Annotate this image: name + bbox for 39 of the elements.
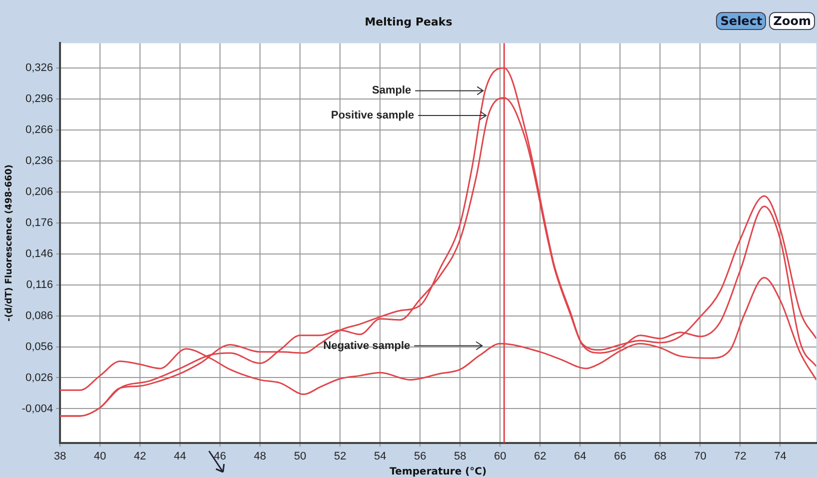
y-tick-label: 0,056	[25, 340, 53, 353]
y-tick-label: 0,026	[25, 372, 53, 384]
x-tick-label: 66	[614, 450, 626, 462]
x-tick-label: 74	[774, 450, 786, 462]
y-axis-title: -(d/dT) Fluorescence (498-660)	[4, 164, 15, 322]
x-axis-title: Temperature (°C)	[390, 466, 487, 478]
x-tick-label: 44	[174, 450, 186, 462]
x-tick-label: 46	[214, 450, 226, 462]
x-tick-label: 70	[694, 450, 706, 462]
y-tick-label: 0,206	[25, 186, 53, 198]
y-tick-label: 0,266	[25, 124, 53, 136]
annotation: Negative sample	[323, 340, 410, 352]
y-tick-label: 0,146	[25, 248, 53, 260]
y-tick-label: 0,086	[25, 310, 53, 322]
x-tick-label: 60	[494, 450, 506, 462]
x-tick-label: 54	[374, 450, 386, 462]
annotation: Positive sample	[330, 110, 414, 122]
y-tick-label: -0,004	[22, 402, 53, 415]
y-tick-label: 0,116	[26, 278, 53, 291]
x-tick-label: 52	[334, 450, 346, 462]
annotation: Sample	[372, 84, 412, 97]
x-tick-label: 48	[254, 450, 266, 462]
y-tick-label: 0,296	[25, 92, 53, 105]
x-tick-label: 38	[54, 450, 66, 462]
x-tick-label: 62	[534, 450, 546, 462]
y-tick-label: 0,326	[25, 62, 53, 74]
chart-title: Melting Peaks	[364, 15, 453, 28]
x-tick-label: 50	[294, 450, 306, 462]
x-tick-label: 40	[94, 450, 106, 462]
x-tick-label: 72	[734, 450, 746, 462]
text: Select	[716, 12, 766, 30]
y-tick-label: 0,176	[25, 216, 53, 229]
x-tick-label: 64	[574, 450, 586, 462]
x-tick-label: 42	[134, 450, 146, 462]
text: Zoom	[769, 12, 815, 30]
x-tick-label: 68	[654, 450, 666, 462]
x-tick-label: 56	[414, 450, 426, 462]
y-tick-label: 0,236	[25, 154, 53, 167]
x-tick-label: 58	[454, 450, 466, 462]
